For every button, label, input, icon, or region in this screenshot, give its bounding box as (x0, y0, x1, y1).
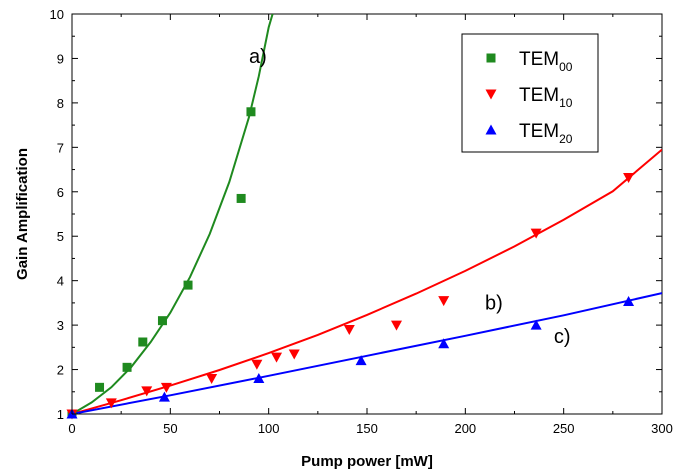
legend-subscript: 00 (559, 60, 573, 74)
y-tick-label: 9 (57, 51, 64, 66)
data-point-series-1 (391, 320, 402, 331)
legend-label-series-1: TEM10 (519, 85, 573, 110)
y-tick-label: 6 (57, 185, 64, 200)
y-axis-ticks: 1 2 3 4 5 6 7 8 9 10 (50, 7, 662, 422)
data-point-series-0 (246, 107, 256, 117)
legend-box (461, 33, 599, 153)
data-point-series-1 (105, 398, 117, 409)
legend-marker-series-0 (486, 53, 496, 63)
x-tick-label: 100 (258, 421, 280, 436)
data-point-series-0 (95, 382, 105, 392)
data-point-series-1 (271, 352, 283, 363)
data-point-series-0 (122, 362, 132, 372)
y-tick-label: 8 (57, 96, 64, 111)
legend-name: TEM (519, 121, 559, 142)
data-point-series-1 (141, 386, 153, 397)
x-tick-label: 0 (68, 421, 75, 436)
y-axis-label: Gain Amplification (14, 148, 31, 280)
x-tick-label: 150 (356, 421, 378, 436)
curve-label-series-0: a) (249, 46, 267, 68)
legend-subscript: 10 (559, 96, 573, 110)
legend-label-series-2: TEM20 (519, 121, 573, 146)
data-point-series-1 (160, 382, 172, 393)
data-point-series-1 (530, 228, 542, 239)
legend-marker-series-1 (485, 89, 497, 100)
data-point-series-1 (288, 349, 300, 360)
curve-label-series-1: b) (485, 293, 503, 315)
legend-label-series-0: TEM00 (519, 49, 573, 74)
data-point-series-0 (236, 193, 246, 203)
y-tick-label: 3 (57, 318, 64, 333)
data-point-series-0 (183, 280, 193, 290)
y-tick-label: 10 (50, 7, 64, 22)
data-point-series-1 (438, 296, 450, 307)
legend-name: TEM (519, 49, 559, 70)
curve-labels: a) b) c) (249, 46, 571, 348)
y-tick-label: 5 (57, 229, 64, 244)
data-point-series-1 (623, 173, 635, 184)
curve-label-series-2: c) (554, 326, 571, 348)
x-tick-label: 50 (163, 421, 177, 436)
fit-line-series-0 (72, 14, 274, 414)
y-tick-label: 4 (57, 274, 64, 289)
x-tick-label: 300 (651, 421, 673, 436)
data-point-series-2 (530, 319, 542, 330)
y-tick-label: 2 (57, 363, 64, 378)
data-markers (66, 107, 635, 420)
data-point-series-1 (251, 359, 263, 370)
y-tick-label: 7 (57, 140, 64, 155)
fit-line-series-2 (72, 292, 662, 414)
data-point-series-2 (355, 355, 367, 366)
legend-name: TEM (519, 85, 559, 106)
data-point-series-2 (158, 391, 170, 402)
y-tick-label: 1 (57, 407, 64, 422)
fit-line-series-1 (72, 148, 662, 414)
data-point-series-1 (343, 325, 355, 336)
x-axis-label: Pump power [mW] (301, 453, 433, 470)
data-point-series-1 (206, 373, 218, 384)
x-axis-ticks: 0 50 100 150 200 250 300 (68, 14, 673, 436)
data-point-series-2 (253, 372, 265, 383)
data-point-series-2 (623, 296, 635, 307)
x-tick-label: 250 (553, 421, 575, 436)
legend-subscript: 20 (559, 132, 573, 146)
data-point-series-0 (138, 337, 148, 347)
data-point-series-2 (438, 338, 450, 349)
x-tick-label: 200 (454, 421, 476, 436)
legend-marker-series-2 (485, 124, 497, 135)
data-point-series-0 (157, 316, 167, 326)
